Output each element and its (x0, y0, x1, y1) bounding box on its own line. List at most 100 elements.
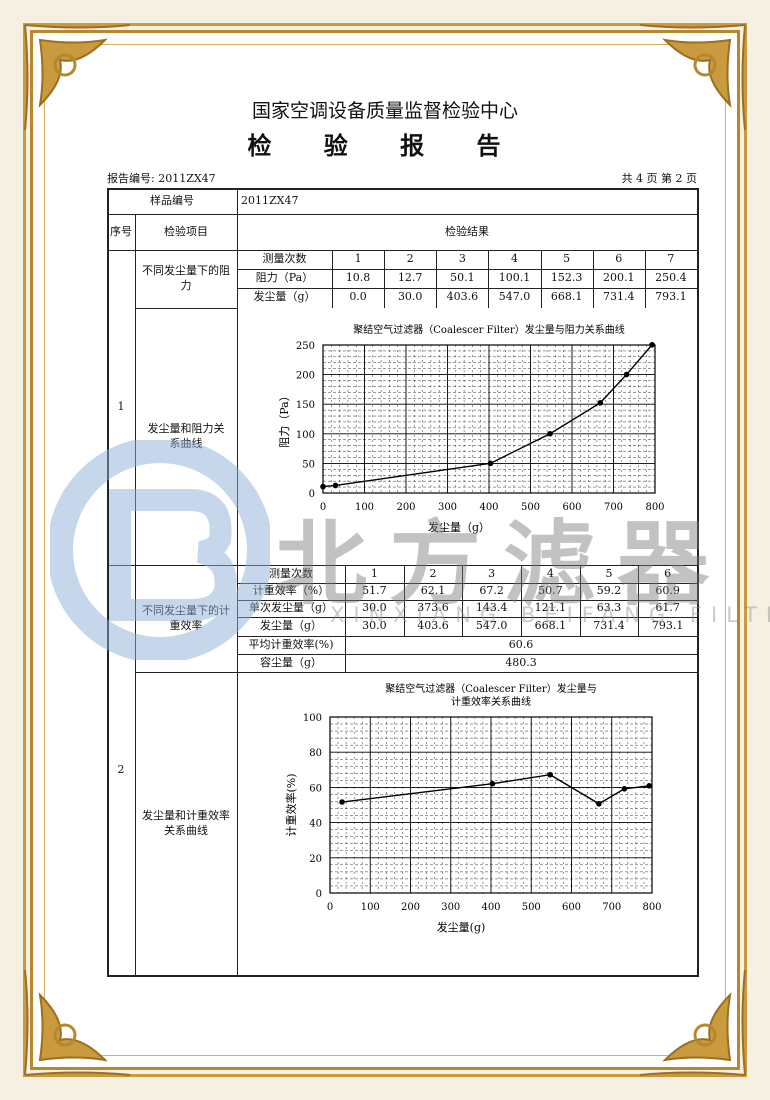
item-seq: 2 (117, 762, 125, 776)
table-cell: 7 (667, 252, 675, 266)
data-point (621, 786, 628, 792)
table-cell: 0.0 (349, 290, 367, 304)
frame-inner-border (44, 44, 726, 1056)
table-cell: 10.8 (345, 271, 371, 285)
data-point (646, 783, 653, 789)
table-rule (436, 250, 438, 308)
table-rule (592, 250, 594, 308)
table-cell: 793.1 (651, 619, 684, 633)
table-cell: 5 (605, 566, 613, 580)
data-point (489, 780, 496, 787)
data-point (487, 460, 494, 467)
resistance-chart: 聚结空气过滤器（Coalescer Filter）发尘量与阻力关系曲线 0 100 2… (278, 323, 665, 534)
table-cell: 2 (406, 252, 414, 266)
table-cell: 30.0 (362, 619, 387, 633)
x-axis-label: 发尘量(g) (437, 920, 486, 934)
dust-capacity-label: 容尘量（g） (259, 655, 323, 669)
watermark-cn: 北方滤器 (275, 511, 732, 618)
item-label: 发尘量和计重效率关系曲线 (142, 808, 230, 837)
table-cell: 403.6 (417, 619, 449, 633)
table-rule (107, 565, 697, 566)
x-tick-label: 400 (479, 502, 498, 513)
x-tick-label: 800 (645, 502, 664, 513)
table-rule (237, 654, 697, 655)
x-tick-label: 200 (401, 902, 420, 913)
table-cell: 2 (429, 566, 437, 580)
table-cell: 51.7 (362, 584, 387, 598)
table-cell: 121.1 (534, 601, 567, 615)
table-cell: 3 (458, 252, 466, 266)
data-point (596, 800, 602, 807)
data-line (322, 344, 653, 488)
x-axis-label: 发尘量（g） (428, 520, 490, 534)
table-rule (638, 565, 640, 636)
data-point (597, 400, 604, 406)
y-axis-label: 计重效率(%) (284, 773, 298, 836)
data-point (320, 483, 326, 490)
table-cell: 60.9 (655, 584, 680, 598)
table-cell: 250.4 (655, 271, 687, 285)
table-rule (521, 565, 522, 636)
x-tick-label: 600 (562, 902, 581, 913)
x-tick-label: 0 (327, 902, 333, 913)
sample-no-label: 样品编号 (150, 193, 194, 207)
x-tick-label: 500 (522, 902, 541, 913)
corner-ornament-icon (639, 24, 746, 131)
table-rule (237, 188, 238, 975)
table-rule (579, 565, 581, 636)
table-rule (107, 188, 109, 975)
table-rule (237, 672, 697, 673)
table-cell: 61.7 (655, 601, 680, 615)
y-tick-label: 250 (296, 341, 315, 352)
col-item-header: 检验项目 (164, 224, 208, 238)
x-tick-label: 100 (355, 502, 374, 513)
x-tick-label: 700 (602, 902, 621, 913)
col-result-header: 检验结果 (445, 224, 489, 238)
chart-title: 计重效率关系曲线 (451, 695, 531, 708)
x-tick-label: 700 (604, 502, 623, 513)
table-cell: 403.6 (446, 290, 479, 304)
table-cell: 6 (664, 566, 672, 580)
x-tick-label: 0 (320, 502, 326, 513)
table-rule (135, 214, 136, 975)
table-cell: 200.1 (603, 271, 635, 285)
table-cell: 547.0 (475, 619, 508, 633)
table-rule (107, 975, 697, 977)
table-cell: 731.4 (593, 619, 625, 633)
institution-name: 国家空调设备质量监督检验中心 (251, 100, 518, 122)
table-cell: 152.3 (550, 271, 583, 285)
table-cell: 668.1 (534, 619, 567, 633)
table-cell: 1 (370, 566, 378, 580)
sample-no-value: 2011ZX47 (241, 193, 299, 207)
table-cell: 373.6 (417, 601, 449, 615)
table-rule (345, 565, 346, 672)
data-point (623, 371, 630, 378)
table-rule (107, 250, 697, 251)
x-tick-label: 100 (361, 902, 380, 913)
table-cell: 62.1 (420, 584, 446, 598)
table-rule (697, 188, 699, 977)
table-cell: 12.7 (397, 271, 423, 285)
report-title: 检 验 报 告 (247, 132, 523, 160)
table-cell: 6 (615, 252, 623, 266)
y-tick-label: 20 (309, 854, 322, 865)
x-tick-label: 400 (481, 902, 500, 913)
table-rule (644, 250, 646, 308)
table-rule (107, 214, 697, 215)
row-label: 计重效率（%） (252, 584, 330, 598)
table-rule (237, 288, 697, 289)
table-rule (237, 269, 697, 270)
row-label: 发尘量（g） (253, 290, 316, 304)
watermark-en: XINXIANG BEIFANG FILTER CO.,LTD. (330, 603, 770, 627)
y-tick-label: 150 (296, 400, 315, 411)
item-seq: 1 (117, 400, 125, 414)
table-cell: 731.4 (603, 290, 635, 304)
data-point (547, 771, 553, 778)
data-line (341, 773, 650, 805)
dust-capacity-value: 480.3 (505, 655, 537, 669)
x-tick-label: 300 (441, 902, 460, 913)
y-tick-label: 40 (309, 819, 322, 830)
y-tick-label: 0 (316, 889, 322, 900)
x-tick-label: 200 (396, 502, 415, 513)
